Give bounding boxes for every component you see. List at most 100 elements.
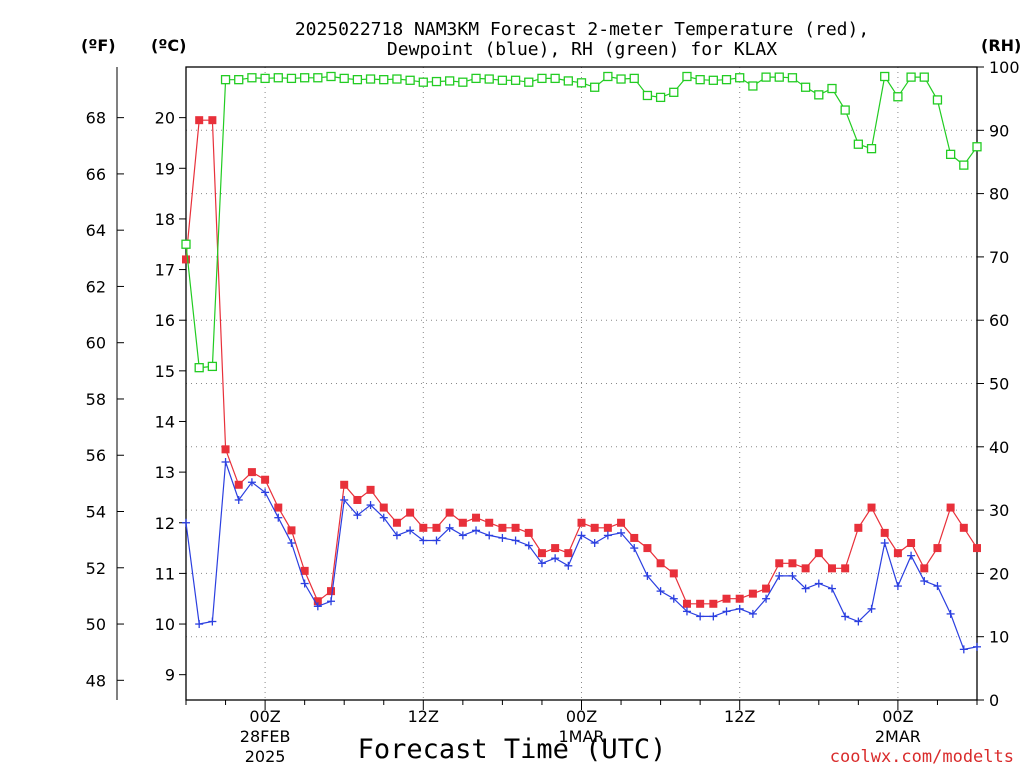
dewpoint-point — [959, 645, 968, 654]
temperature-point — [814, 549, 823, 558]
rh-tick-label: 40 — [989, 438, 1009, 457]
rh-point — [800, 82, 811, 92]
rh-point — [616, 74, 626, 84]
rh-tick-label: 0 — [989, 691, 999, 710]
dewpoint-point — [867, 604, 876, 613]
temperature-point — [287, 526, 296, 535]
dewpoint-point — [472, 526, 481, 535]
rh-point — [721, 75, 732, 85]
time-tick-label: 00Z — [882, 707, 913, 726]
rh-point — [563, 76, 573, 86]
rh-series — [181, 71, 982, 373]
temperature-point — [511, 523, 520, 532]
time-tick-label: 12Z — [408, 707, 439, 726]
temperature-point — [247, 468, 256, 477]
temperature-point — [498, 523, 507, 532]
dewpoint-point — [841, 612, 850, 621]
dewpoint-point — [893, 582, 902, 591]
celsius-tick-label: 19 — [155, 159, 175, 178]
rh-tick-label: 20 — [989, 564, 1009, 583]
dewpoint-point — [458, 531, 467, 540]
temperature-point — [327, 587, 336, 596]
rh-point — [234, 75, 244, 85]
temperature-point — [973, 544, 981, 553]
rh-point — [484, 74, 494, 84]
rh-point — [761, 72, 771, 82]
temperature-point — [366, 485, 375, 494]
temperature-point — [313, 597, 322, 606]
rh-point — [932, 95, 943, 105]
dewpoint-series — [182, 457, 981, 654]
rh-point — [299, 73, 310, 83]
rh-point — [576, 78, 587, 88]
rh-point — [458, 77, 468, 87]
rh-point — [774, 72, 784, 82]
rh-point — [642, 90, 653, 101]
rh-tick-label: 90 — [989, 121, 1009, 140]
dewpoint-point — [564, 561, 573, 570]
temperature-point — [392, 518, 401, 527]
dewpoint-point — [419, 536, 428, 545]
temperature-point — [788, 559, 797, 568]
time-tick-label: 00Z — [249, 707, 280, 726]
rh-point — [445, 76, 455, 86]
dewpoint-point — [696, 612, 705, 621]
rh-point — [695, 75, 705, 85]
dewpoint-point — [524, 541, 533, 550]
time-tick-year: 2025 — [245, 747, 286, 766]
temperature-point — [406, 508, 415, 517]
rh-point — [919, 72, 929, 82]
series-layer — [181, 71, 982, 654]
fahrenheit-tick-label: 60 — [86, 334, 106, 353]
temperature-point — [630, 533, 639, 542]
dewpoint-point — [590, 539, 599, 548]
fahrenheit-tick-label: 62 — [86, 277, 106, 296]
rh-point — [431, 76, 442, 87]
dewpoint-point — [340, 495, 349, 504]
rh-point — [708, 75, 718, 85]
time-tick-label: 12Z — [724, 707, 755, 726]
celsius-tick-label: 20 — [155, 109, 175, 128]
dewpoint-point — [313, 602, 322, 611]
dewpoint-point — [366, 501, 375, 510]
dewpoint-point — [392, 531, 401, 540]
time-tick-label: 00Z — [566, 707, 597, 726]
dewpoint-point — [643, 571, 652, 580]
temperature-point — [722, 594, 731, 603]
fahrenheit-tick-label: 50 — [86, 615, 106, 634]
rh-tick-label: 30 — [989, 501, 1009, 520]
celsius-tick-label: 18 — [155, 210, 175, 229]
left-unit-fahrenheit: (ºF) — [81, 36, 116, 55]
rh-point — [866, 144, 877, 154]
rh-point — [247, 73, 257, 83]
time-tick-date: 28FEB — [240, 727, 291, 746]
temperature-point — [827, 564, 836, 573]
temperature-point — [234, 480, 243, 489]
rh-point — [893, 92, 903, 102]
temperature-point — [300, 566, 309, 575]
temperature-point — [274, 503, 283, 512]
rh-point — [326, 71, 336, 82]
temperature-series — [182, 116, 981, 608]
temperature-point — [880, 528, 889, 537]
temperature-point — [735, 594, 744, 603]
dewpoint-point — [234, 495, 243, 504]
temperature-point — [959, 523, 968, 532]
rh-tick-label: 80 — [989, 185, 1009, 204]
fahrenheit-tick-label: 52 — [86, 559, 106, 578]
dewpoint-point — [300, 579, 309, 588]
rh-point — [669, 87, 679, 97]
temperature-point — [340, 480, 349, 489]
credit-text: coolwx.com/modelts — [830, 747, 1014, 767]
temperature-point — [577, 518, 586, 527]
rh-point — [418, 77, 428, 87]
rh-point — [972, 142, 982, 152]
temperature-point — [946, 503, 955, 512]
rh-point — [787, 73, 798, 83]
rh-point — [379, 75, 389, 85]
rh-tick-label: 10 — [989, 628, 1009, 647]
dewpoint-point — [920, 576, 929, 585]
x-axis-title: Forecast Time (UTC) — [358, 734, 667, 765]
temperature-point — [669, 569, 678, 578]
rh-point — [405, 75, 415, 85]
